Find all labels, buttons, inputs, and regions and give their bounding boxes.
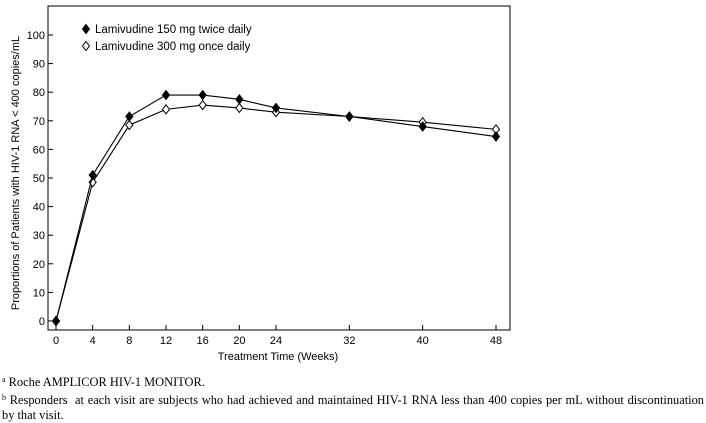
y-tick-label: 40 [33,202,45,214]
legend-marker-filled-diamond [81,23,91,35]
x-tick-label: 40 [417,335,429,347]
plot-border [47,5,511,331]
y-tick-label: 80 [33,87,45,99]
filled-diamond-icon [81,23,91,35]
data-point-filled [161,89,171,101]
data-point-open [198,99,207,111]
series-line [55,94,497,322]
x-tick-label: 0 [53,335,59,347]
x-tick-label: 4 [90,335,96,347]
series-layer [51,89,501,327]
data-point-filled [491,131,501,142]
x-axis: 0 4 8 12 16 20 24 32 40 48 [53,325,502,347]
x-tick-label: 16 [197,335,209,347]
x-tick-label: 32 [343,335,355,347]
footnote-b: b Responders at each visit are subjects … [2,390,704,423]
y-axis-label: Proportions of Patients with HIV-1 RNA <… [10,36,22,310]
y-tick-label: 20 [33,259,45,271]
data-point-filled [198,89,207,101]
legend: Lamivudine 150 mg twice daily Lamivudine… [81,23,252,53]
footnote-a: a Roche AMPLICOR HIV-1 MONITOR. [2,372,704,390]
data-point-open [125,119,134,131]
footnote-a-marker: a [2,375,6,384]
legend-marker-open-diamond [81,40,91,52]
data-point-filled [345,111,354,122]
data-point-filled [88,169,97,181]
y-tick-label: 90 [33,59,45,71]
x-tick-label: 24 [270,335,282,347]
footnotes: a Roche AMPLICOR HIV-1 MONITOR. b Respon… [2,372,704,423]
series-twice-daily [51,89,501,327]
footnote-a-text: Roche AMPLICOR HIV-1 MONITOR. [8,375,205,389]
data-point-filled [235,94,244,105]
data-point-filled [51,315,61,327]
open-diamond-icon [81,40,91,52]
y-tick-label: 70 [33,116,45,128]
x-tick-label: 8 [126,335,132,347]
y-tick-label: 50 [33,173,45,185]
plot-frame [47,5,511,331]
y-tick-label: 0 [39,316,45,328]
data-point-open [161,104,171,115]
x-tick-label: 12 [160,335,172,347]
data-point-filled [418,121,427,132]
y-tick-label: 30 [33,230,45,242]
data-point-filled [271,102,281,114]
legend-label-once-daily: Lamivudine 300 mg once daily [95,41,251,53]
data-point-filled [125,111,134,122]
series-line [55,104,497,322]
y-tick-label: 100 [27,30,45,42]
footnote-b-text: Responders at each visit are subjects wh… [2,393,704,422]
footnote-b-marker: b [2,393,6,402]
x-tick-label: 48 [490,335,502,347]
series-once-daily [51,99,501,327]
y-tick-label: 60 [33,144,45,156]
data-point-open [235,102,244,114]
y-axis: 0 10 20 30 40 50 60 70 80 90 100 [27,30,53,328]
legend-label-twice-daily: Lamivudine 150 mg twice daily [95,24,252,36]
y-tick-label: 10 [33,287,45,299]
x-axis-label: Treatment Time (Weeks) [218,351,338,363]
x-tick-label: 20 [233,335,245,347]
